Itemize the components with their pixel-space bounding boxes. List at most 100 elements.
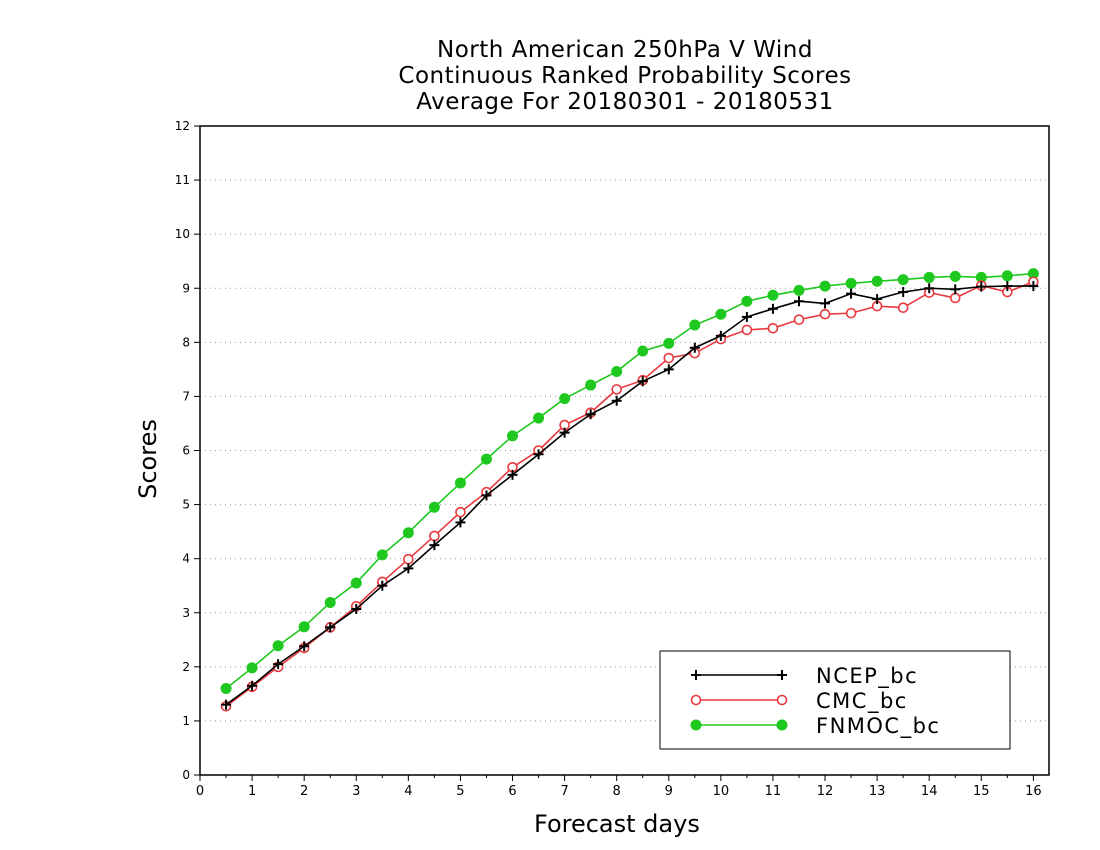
data-point-fnmoc-bc: [454, 477, 466, 489]
data-point-ncep-bc: [637, 376, 648, 387]
y-tick-label: 11: [175, 173, 190, 187]
data-point-fnmoc-bc: [533, 412, 545, 424]
data-point-fnmoc-bc: [637, 345, 649, 357]
data-point-cmc-bc: [793, 314, 805, 325]
x-tick-label: 8: [613, 784, 621, 799]
data-point-ncep-bc: [325, 622, 336, 633]
data-point-ncep-bc: [429, 540, 440, 551]
data-point-fnmoc-bc: [480, 453, 492, 465]
data-point-ncep-bc: [976, 281, 987, 292]
data-point-ncep-bc: [585, 409, 596, 420]
legend-marker-ncep-bc: [777, 670, 787, 680]
data-point-fnmoc-bc: [324, 596, 336, 608]
data-point-ncep-bc: [767, 303, 778, 314]
x-tick-label: 13: [869, 784, 886, 799]
data-point-cmc-bc: [429, 530, 440, 542]
data-point-cmc-bc: [403, 553, 414, 565]
legend-label-cmc-bc: CMC_bc: [816, 689, 908, 714]
x-tick-label: 16: [1025, 784, 1042, 799]
series-line-ncep-bc: [225, 285, 1034, 706]
x-tick-label: 15: [973, 784, 990, 799]
data-point-fnmoc-bc: [897, 274, 909, 286]
legend-label-ncep-bc: NCEP_bc: [816, 664, 918, 689]
x-tick-label: 14: [921, 784, 938, 799]
data-point-cmc-bc: [767, 322, 779, 334]
data-point-ncep-bc: [533, 449, 544, 460]
legend-marker-cmc-bc: [690, 694, 702, 706]
data-point-cmc-bc: [455, 506, 466, 518]
chart-title-line-3: Average For 20180301 - 20180531: [416, 89, 834, 115]
x-tick-label: 4: [404, 784, 412, 799]
legend-marker-fnmoc-bc: [690, 719, 702, 731]
x-tick-label: 6: [508, 784, 516, 799]
chart-title-line-1: North American 250hPa V Wind: [437, 37, 813, 63]
y-tick-label: 1: [182, 714, 190, 728]
data-point-fnmoc-bc: [689, 319, 701, 331]
data-point-ncep-bc: [1002, 281, 1013, 292]
y-tick-label: 4: [182, 552, 190, 566]
data-point-ncep-bc: [898, 287, 909, 298]
data-point-fnmoc-bc: [663, 337, 675, 349]
series-line-fnmoc-bc: [225, 272, 1034, 690]
data-point-cmc-bc: [611, 384, 622, 395]
x-tick-label: 5: [456, 784, 464, 799]
y-tick-label: 3: [182, 606, 190, 620]
data-point-fnmoc-bc: [793, 284, 805, 296]
data-point-fnmoc-bc: [1001, 270, 1013, 282]
data-point-fnmoc-bc: [350, 577, 362, 589]
data-point-cmc-bc: [897, 302, 909, 314]
data-point-ncep-bc: [950, 284, 961, 295]
data-point-fnmoc-bc: [715, 308, 727, 320]
data-point-fnmoc-bc: [246, 662, 258, 674]
data-point-fnmoc-bc: [585, 379, 597, 391]
data-point-ncep-bc: [273, 659, 284, 670]
data-point-fnmoc-bc: [767, 289, 779, 301]
data-point-ncep-bc: [924, 283, 935, 294]
data-point-ncep-bc: [1028, 281, 1039, 292]
x-tick-label: 3: [352, 784, 360, 799]
data-point-fnmoc-bc: [376, 549, 388, 561]
legend-label-fnmoc-bc: FNMOC_bc: [816, 714, 940, 739]
data-point-ncep-bc: [689, 342, 700, 353]
y-tick-label: 8: [182, 335, 190, 349]
chart-title-line-2: Continuous Ranked Probability Scores: [398, 63, 852, 89]
y-tick-label: 5: [182, 498, 190, 512]
x-tick-label: 11: [765, 784, 782, 799]
data-point-fnmoc-bc: [871, 275, 883, 287]
series-line-cmc-bc: [225, 281, 1034, 707]
data-point-ncep-bc: [663, 364, 674, 375]
data-point-ncep-bc: [299, 641, 310, 652]
data-point-ncep-bc: [872, 294, 883, 305]
data-point-cmc-bc: [949, 292, 961, 304]
x-tick-label: 10: [713, 784, 730, 799]
data-point-cmc-bc: [845, 307, 857, 319]
y-tick-label: 7: [182, 389, 190, 403]
x-tick-label: 1: [248, 784, 256, 799]
data-point-fnmoc-bc: [741, 295, 753, 307]
data-point-ncep-bc: [481, 490, 492, 501]
data-point-ncep-bc: [846, 288, 857, 299]
data-point-fnmoc-bc: [819, 280, 831, 292]
y-tick-label: 12: [175, 119, 190, 133]
data-point-ncep-bc: [221, 699, 232, 710]
data-point-ncep-bc: [715, 330, 726, 341]
data-point-cmc-bc: [819, 308, 831, 320]
legend-marker-fnmoc-bc: [776, 719, 788, 731]
data-point-ncep-bc: [377, 580, 388, 591]
x-axis-label: Forecast days: [534, 810, 700, 838]
data-point-fnmoc-bc: [949, 270, 961, 282]
data-point-fnmoc-bc: [611, 366, 623, 378]
y-tick-label: 0: [182, 768, 190, 782]
data-point-ncep-bc: [793, 296, 804, 307]
data-point-ncep-bc: [247, 680, 258, 691]
legend-marker-cmc-bc: [776, 694, 788, 706]
data-point-ncep-bc: [455, 517, 466, 528]
x-tick-label: 12: [817, 784, 834, 799]
data-point-cmc-bc: [741, 324, 753, 336]
y-tick-label: 2: [182, 660, 190, 674]
x-tick-label: 7: [560, 784, 568, 799]
data-point-fnmoc-bc: [845, 277, 857, 289]
y-tick-label: 10: [175, 227, 190, 241]
data-point-fnmoc-bc: [402, 527, 414, 539]
